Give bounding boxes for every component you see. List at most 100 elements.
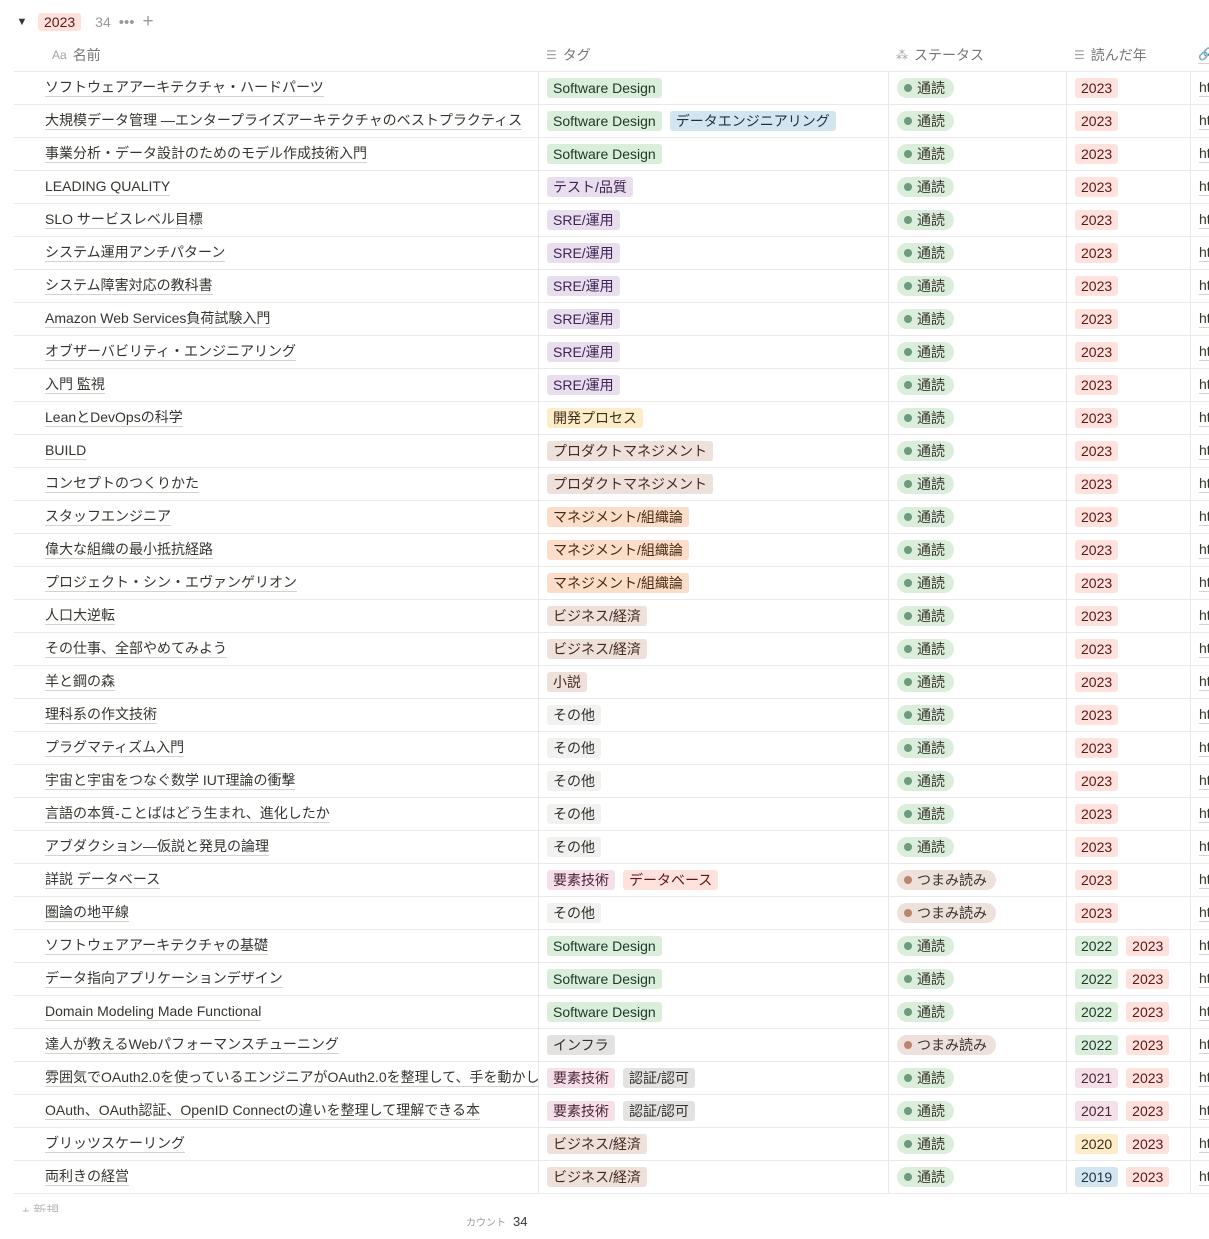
tag-cell[interactable]: 要素技術 認証/認可 [538, 1095, 888, 1127]
status-cell[interactable]: 通読 [888, 303, 1066, 335]
url-link[interactable]: ht [1199, 112, 1209, 130]
name-cell[interactable]: 圏論の地平線 [14, 897, 538, 929]
status-cell[interactable]: 通読 [888, 831, 1066, 863]
url-link[interactable]: ht [1199, 706, 1209, 724]
year-cell[interactable]: 2023 [1066, 798, 1190, 830]
table-row[interactable]: 事業分析・データ設計のためのモデル作成技術入門 Software Design 通読… [14, 138, 1209, 171]
table-row[interactable]: 達人が教えるWebパフォーマンスチューニング インフラ つまみ読み 2022 2023 h… [14, 1029, 1209, 1062]
status-cell[interactable]: 通読 [888, 138, 1066, 170]
status-cell[interactable]: 通読 [888, 435, 1066, 467]
column-header-year[interactable]: ☰ 読んだ年 [1066, 38, 1190, 71]
url-cell[interactable]: ht [1190, 732, 1209, 764]
url-link[interactable]: ht [1199, 1102, 1209, 1120]
status-cell[interactable]: 通読 [888, 72, 1066, 104]
row-title[interactable]: ソフトウェアアーキテクチャ・ハードパーツ [45, 79, 324, 97]
status-cell[interactable]: 通読 [888, 105, 1066, 137]
row-title[interactable]: ソフトウェアアーキテクチャの基礎 [45, 937, 269, 955]
year-cell[interactable]: 2021 2023 [1066, 1095, 1190, 1127]
url-link[interactable]: ht [1199, 607, 1209, 625]
tag-cell[interactable]: ビジネス/経済 [538, 633, 888, 665]
url-cell[interactable]: ht [1190, 105, 1209, 137]
url-cell[interactable]: ht [1190, 303, 1209, 335]
table-row[interactable]: ブリッツスケーリング ビジネス/経済 通読 2020 2023 ht [14, 1128, 1209, 1161]
tag-cell[interactable]: その他 [538, 699, 888, 731]
status-cell[interactable]: 通読 [888, 204, 1066, 236]
tag-cell[interactable]: Software Design [538, 963, 888, 995]
url-cell[interactable]: ht [1190, 666, 1209, 698]
url-cell[interactable]: ht [1190, 798, 1209, 830]
tag-cell[interactable]: プロダクトマネジメント [538, 468, 888, 500]
year-cell[interactable]: 2023 [1066, 732, 1190, 764]
url-link[interactable]: ht [1199, 541, 1209, 559]
row-title[interactable]: オブザーバビリティ・エンジニアリング [45, 343, 297, 361]
table-row[interactable]: 羊と鋼の森 小説 通読 2023 ht [14, 666, 1209, 699]
year-cell[interactable]: 2023 [1066, 699, 1190, 731]
table-row[interactable]: 理科系の作文技術 その他 通読 2023 ht [14, 699, 1209, 732]
url-link[interactable]: ht [1199, 211, 1209, 229]
row-title[interactable]: 事業分析・データ設計のためのモデル作成技術入門 [45, 145, 367, 163]
tag-cell[interactable]: マネジメント/組織論 [538, 567, 888, 599]
url-cell[interactable]: ht [1190, 831, 1209, 863]
url-cell[interactable]: ht [1190, 765, 1209, 797]
url-link[interactable]: ht [1199, 145, 1209, 163]
calculation-footer[interactable]: カウント 34 [466, 1214, 527, 1229]
url-link[interactable]: ht [1199, 409, 1209, 427]
row-title[interactable]: LEADING QUALITY [45, 178, 171, 196]
year-cell[interactable]: 2021 2023 [1066, 1062, 1190, 1094]
tag-cell[interactable]: SRE/運用 [538, 303, 888, 335]
table-row[interactable]: 偉大な組織の最小抵抗経路 マネジメント/組織論 通読 2023 ht [14, 534, 1209, 567]
name-cell[interactable]: LEADING QUALITY [14, 171, 538, 203]
row-title[interactable]: スタッフエンジニア [45, 508, 171, 526]
row-title[interactable]: LeanとDevOpsの科学 [45, 409, 183, 427]
table-row[interactable]: Amazon Web Services負荷試験入門 SRE/運用 通読 2023 ht [14, 303, 1209, 336]
url-link[interactable]: ht [1199, 640, 1209, 658]
year-cell[interactable]: 2023 [1066, 501, 1190, 533]
row-title[interactable]: Amazon Web Services負荷試験入門 [45, 310, 271, 328]
name-cell[interactable]: 雰囲気でOAuth2.0を使っているエンジニアがOAuth2.0を整理して、手を… [14, 1062, 538, 1094]
url-cell[interactable]: ht [1190, 1128, 1209, 1160]
year-cell[interactable]: 2023 [1066, 138, 1190, 170]
url-cell[interactable]: ht [1190, 204, 1209, 236]
tag-cell[interactable]: その他 [538, 897, 888, 929]
year-cell[interactable]: 2022 2023 [1066, 1029, 1190, 1061]
url-cell[interactable]: ht [1190, 72, 1209, 104]
row-title[interactable]: 両利きの経営 [45, 1168, 129, 1186]
url-link[interactable]: ht [1199, 343, 1209, 361]
url-link[interactable]: ht [1199, 508, 1209, 526]
status-cell[interactable]: 通読 [888, 930, 1066, 962]
row-title[interactable]: 偉大な組織の最小抵抗経路 [45, 541, 213, 559]
name-cell[interactable]: 偉大な組織の最小抵抗経路 [14, 534, 538, 566]
row-title[interactable]: データ指向アプリケーションデザイン [45, 970, 283, 988]
name-cell[interactable]: オブザーバビリティ・エンジニアリング [14, 336, 538, 368]
table-row[interactable]: その仕事、全部やめてみよう ビジネス/経済 通読 2023 ht [14, 633, 1209, 666]
tag-cell[interactable]: SRE/運用 [538, 369, 888, 401]
url-link[interactable]: ht [1199, 244, 1209, 262]
table-row[interactable]: 圏論の地平線 その他 つまみ読み 2023 ht [14, 897, 1209, 930]
name-cell[interactable]: ソフトウェアアーキテクチャの基礎 [14, 930, 538, 962]
status-cell[interactable]: 通読 [888, 600, 1066, 632]
year-cell[interactable]: 2023 [1066, 369, 1190, 401]
tag-cell[interactable]: Software Design データエンジニアリング [538, 105, 888, 137]
year-cell[interactable]: 2023 [1066, 336, 1190, 368]
name-cell[interactable]: プラグマティズム入門 [14, 732, 538, 764]
status-cell[interactable]: 通読 [888, 699, 1066, 731]
row-title[interactable]: その仕事、全部やめてみよう [45, 640, 227, 658]
status-cell[interactable]: 通読 [888, 270, 1066, 302]
table-row[interactable]: アブダクション―仮説と発見の論理 その他 通読 2023 ht [14, 831, 1209, 864]
status-cell[interactable]: つまみ読み [888, 1029, 1066, 1061]
url-cell[interactable]: ht [1190, 402, 1209, 434]
row-title[interactable]: 大規模データ管理 ―エンタープライズアーキテクチャのベストプラクティス [45, 112, 523, 130]
status-cell[interactable]: 通読 [888, 567, 1066, 599]
tag-cell[interactable]: マネジメント/組織論 [538, 501, 888, 533]
row-title[interactable]: アブダクション―仮説と発見の論理 [45, 838, 269, 856]
url-link[interactable]: ht [1199, 838, 1209, 856]
table-row[interactable]: スタッフエンジニア マネジメント/組織論 通読 2023 ht [14, 501, 1209, 534]
name-cell[interactable]: 言語の本質-ことばはどう生まれ、進化したか [14, 798, 538, 830]
url-link[interactable]: ht [1199, 376, 1209, 394]
status-cell[interactable]: 通読 [888, 798, 1066, 830]
url-link[interactable]: ht [1199, 475, 1209, 493]
url-link[interactable]: ht [1199, 310, 1209, 328]
tag-cell[interactable]: ビジネス/経済 [538, 1161, 888, 1193]
url-link[interactable]: ht [1199, 739, 1209, 757]
year-cell[interactable]: 2023 [1066, 270, 1190, 302]
